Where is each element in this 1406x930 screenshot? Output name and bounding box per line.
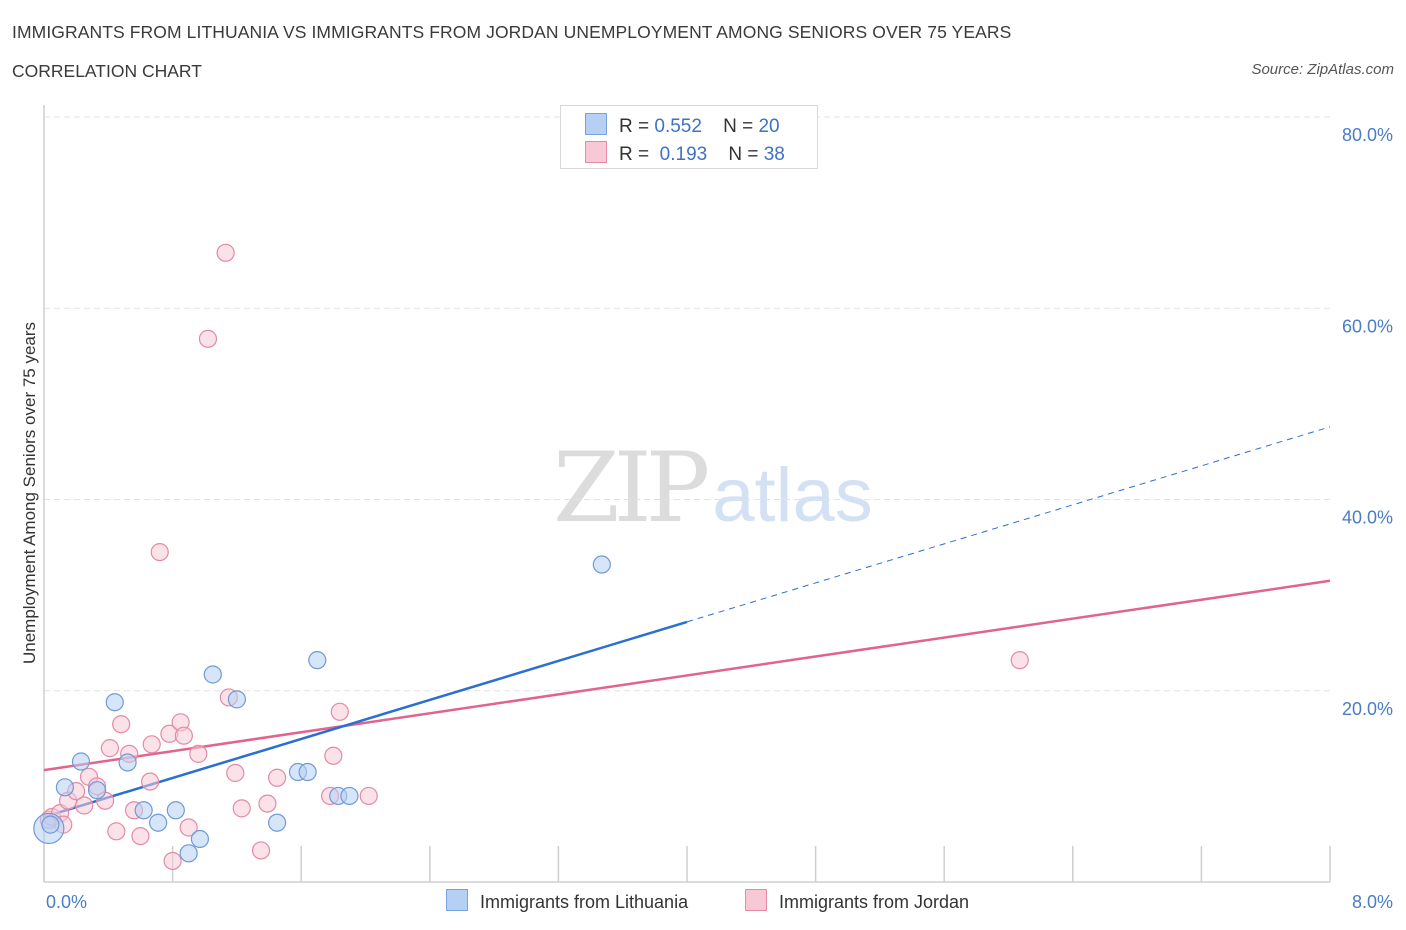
watermark-zip: ZIP	[553, 432, 710, 544]
bottom-legend-label: Immigrants from Jordan	[779, 892, 970, 912]
watermark-atlas: atlas	[712, 453, 873, 538]
jordan-point	[112, 715, 131, 734]
lithuania-point	[592, 555, 611, 574]
bottom-legend-swatch-jordan	[745, 889, 767, 911]
legend-r-value: 0.552	[654, 116, 702, 137]
jordan-point	[179, 818, 198, 837]
y-tick-label: 40.0%	[1342, 508, 1393, 528]
x-tick-label: 0.0%	[46, 892, 87, 912]
x-tick-label: 8.0%	[1352, 892, 1393, 912]
lithuania-point	[105, 693, 124, 712]
lithuania-point	[134, 801, 153, 820]
jordan-trend-line	[43, 579, 1331, 772]
bottom-legend-jordan: Immigrants from Jordan	[745, 889, 969, 913]
jordan-point	[75, 796, 94, 815]
axes	[43, 105, 1331, 883]
jordan-point	[100, 739, 120, 758]
lithuania-point	[308, 651, 327, 670]
y-tick-label: 80.0%	[1342, 125, 1393, 145]
jordan-point	[330, 702, 349, 721]
jordan-point	[140, 772, 160, 791]
lithuania-point	[71, 752, 91, 771]
legend-row-lithuania: R = 0.552 N = 20	[585, 113, 780, 137]
chart-subtitle: CORRELATION CHART	[12, 61, 202, 81]
legend-n-value: 38	[763, 144, 785, 165]
lithuania-point	[55, 778, 74, 797]
y-tick-label: 20.0%	[1342, 699, 1393, 719]
legend-swatch-lithuania	[585, 113, 607, 135]
source-credit: Source: ZipAtlas.com	[1251, 61, 1394, 78]
lithuania-point	[340, 786, 359, 806]
jordan-point	[267, 768, 287, 787]
jordan-point	[107, 822, 126, 841]
gridlines	[44, 116, 1330, 692]
jordan-point	[1010, 651, 1029, 670]
jordan-point	[232, 799, 251, 818]
jordan-point	[359, 786, 378, 806]
jordan-point	[216, 243, 235, 262]
lithuania-point	[87, 781, 107, 800]
legend-row-jordan: R = 0.193 N = 38	[585, 141, 785, 165]
bottom-legend-swatch-lithuania	[446, 889, 468, 911]
bottom-legend-lithuania: Immigrants from Lithuania	[446, 889, 688, 913]
correlation-legend: R = 0.552 N = 20 R = 0.193 N = 38	[560, 105, 818, 169]
lithuania-point	[118, 753, 137, 772]
lithuania-point	[190, 829, 210, 849]
legend-swatch-jordan	[585, 141, 607, 163]
lithuania-point	[166, 801, 185, 820]
jordan-point	[198, 329, 218, 348]
lithuania-point	[298, 762, 317, 782]
lithuania-point	[227, 690, 246, 709]
jordan-point	[131, 826, 150, 846]
trend-lines	[43, 426, 1331, 819]
y-axis-label: Unemployment Among Seniors over 75 years	[20, 321, 39, 665]
jordan-point	[142, 735, 161, 754]
chart-title: IMMIGRANTS FROM LITHUANIA VS IMMIGRANTS …	[12, 22, 1012, 42]
jordan-point	[226, 763, 245, 783]
lithuania-point	[203, 665, 222, 684]
lithuania-point	[41, 815, 60, 834]
jordan-point	[324, 746, 343, 765]
legend-n-value: 20	[758, 116, 780, 137]
lithuania-trend-extension	[686, 426, 1331, 623]
lithuania-point	[149, 813, 168, 832]
lithuania-point	[179, 844, 198, 863]
data-points	[33, 243, 1029, 871]
y-tick-label: 60.0%	[1342, 316, 1393, 336]
legend-n-label: N =	[723, 116, 754, 137]
jordan-point	[163, 851, 182, 871]
jordan-point	[258, 794, 277, 813]
legend-r-label: R =	[619, 144, 650, 165]
legend-r-label: R =	[619, 116, 650, 137]
bottom-legend-label: Immigrants from Lithuania	[480, 892, 689, 912]
jordan-point	[150, 542, 169, 562]
legend-n-label: N =	[728, 144, 759, 165]
watermark: ZIP atlas	[553, 432, 873, 544]
legend-r-value: 0.193	[659, 144, 708, 165]
lithuania-point	[267, 813, 287, 832]
jordan-point	[174, 726, 193, 745]
jordan-point	[251, 841, 271, 860]
jordan-point	[189, 744, 208, 763]
tick-labels: 20.0% 40.0% 60.0% 80.0% 0.0% 8.0%	[46, 125, 1393, 912]
